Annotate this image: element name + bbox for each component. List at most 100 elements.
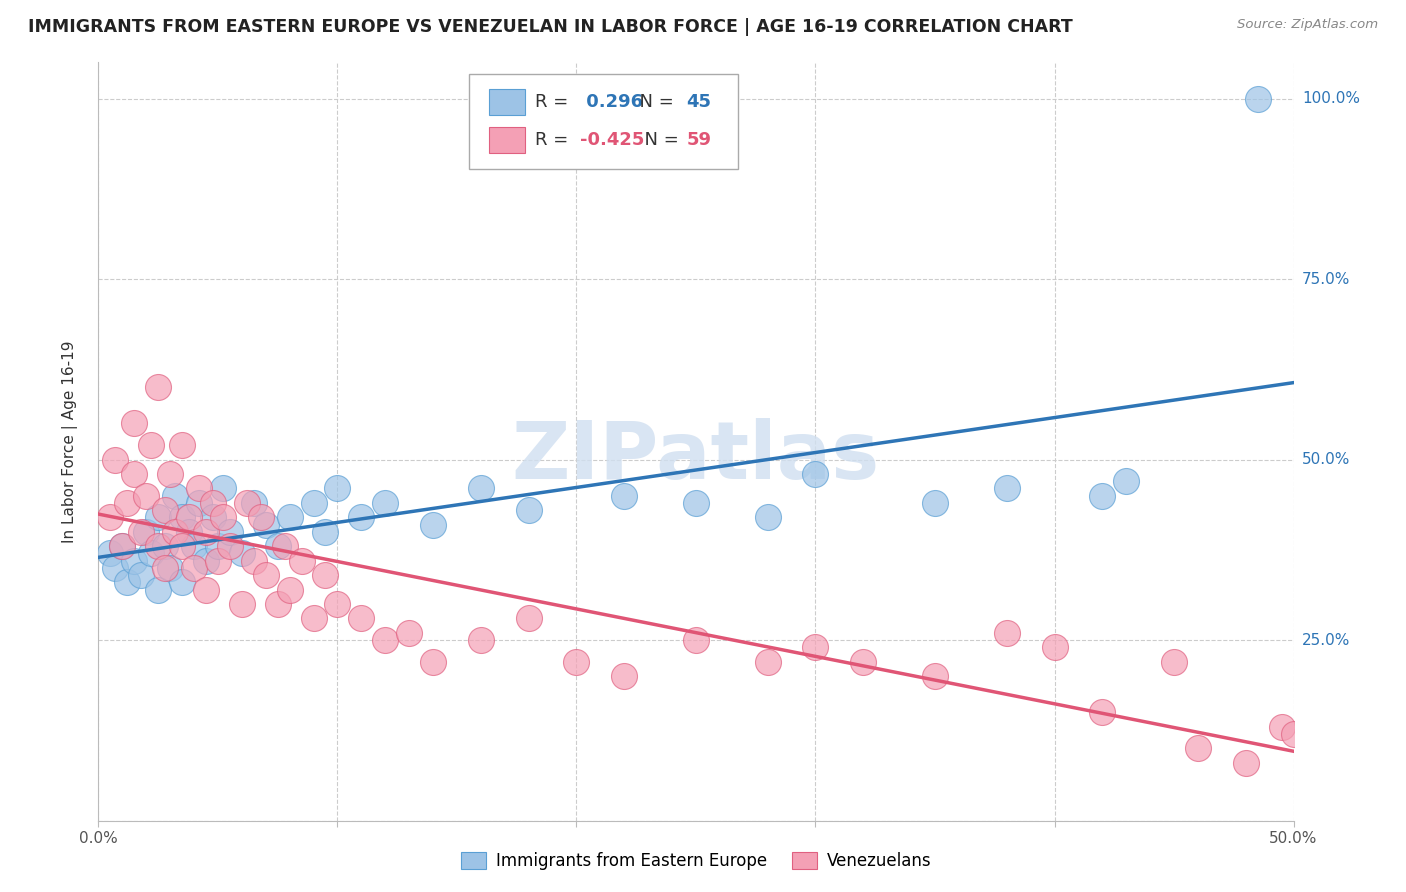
Point [111,539,134,553]
Legend: Immigrants from Eastern Europe, Venezuelans: Immigrants from Eastern Europe, Venezuel… [454,846,938,877]
Point [470,482,492,496]
Text: N =: N = [633,131,685,149]
Point [148,539,170,553]
Point [131,524,153,539]
Point [278,510,301,524]
Point [852,655,875,669]
Point [135,524,157,539]
Point [243,496,266,510]
Point [267,539,290,553]
Point [163,489,186,503]
Point [231,597,253,611]
Text: 45: 45 [686,93,711,111]
Text: 0.296: 0.296 [581,93,643,111]
Point [1091,706,1114,720]
Point [250,510,273,524]
Point [315,524,337,539]
Point [1043,640,1066,655]
Point [219,524,242,539]
Point [470,633,492,648]
Point [172,575,194,590]
Point [1091,489,1114,503]
Point [124,467,146,481]
FancyBboxPatch shape [470,74,738,169]
Point [274,539,297,553]
Point [155,539,177,553]
Text: 25.0%: 25.0% [1302,632,1350,648]
Point [179,524,201,539]
Point [756,510,779,524]
Point [613,669,636,683]
Point [1187,741,1209,756]
Point [302,611,325,625]
Point [111,539,134,553]
Point [183,561,205,575]
Point [135,489,157,503]
Text: N =: N = [628,93,679,111]
Point [195,554,218,568]
Point [219,539,242,553]
Point [422,517,444,532]
Point [278,582,301,597]
Point [613,489,636,503]
Point [139,438,162,452]
Point [517,503,540,517]
Point [326,482,349,496]
Point [1271,720,1294,734]
Point [231,546,253,560]
Point [291,554,314,568]
Point [139,546,162,560]
Point [1234,756,1257,770]
Text: -0.425: -0.425 [581,131,644,149]
Point [159,561,181,575]
Point [202,496,225,510]
Point [159,467,181,481]
Text: Source: ZipAtlas.com: Source: ZipAtlas.com [1237,18,1378,31]
FancyBboxPatch shape [489,89,524,115]
Point [148,582,170,597]
Text: ZIPatlas: ZIPatlas [512,417,880,496]
Point [924,496,946,510]
Point [254,568,277,582]
Point [207,554,229,568]
Point [202,510,225,524]
Point [172,539,194,553]
Point [924,669,946,683]
Point [326,597,349,611]
Point [1115,475,1137,489]
Point [685,496,707,510]
Point [315,568,337,582]
Point [115,496,138,510]
Text: R =: R = [534,131,574,149]
Point [995,482,1018,496]
FancyBboxPatch shape [489,128,524,153]
Point [163,524,186,539]
Point [756,655,779,669]
Point [179,510,201,524]
Point [804,467,827,481]
Point [254,517,277,532]
Point [98,546,122,560]
Point [104,452,127,467]
Point [422,655,444,669]
Point [685,633,707,648]
Text: IMMIGRANTS FROM EASTERN EUROPE VS VENEZUELAN IN LABOR FORCE | AGE 16-19 CORRELAT: IMMIGRANTS FROM EASTERN EUROPE VS VENEZU… [28,18,1073,36]
Point [187,496,209,510]
Point [565,655,588,669]
Point [172,438,194,452]
Point [374,633,396,648]
Point [1282,727,1305,741]
Point [1163,655,1185,669]
Point [172,510,194,524]
Text: 100.0%: 100.0% [1302,91,1360,106]
Point [148,510,170,524]
Text: 50.0%: 50.0% [1302,452,1350,467]
Point [124,417,146,431]
Point [98,510,122,524]
Point [350,611,373,625]
Point [187,482,209,496]
Text: 75.0%: 75.0% [1302,271,1350,286]
Text: R =: R = [534,93,574,111]
Point [115,575,138,590]
Point [195,582,218,597]
